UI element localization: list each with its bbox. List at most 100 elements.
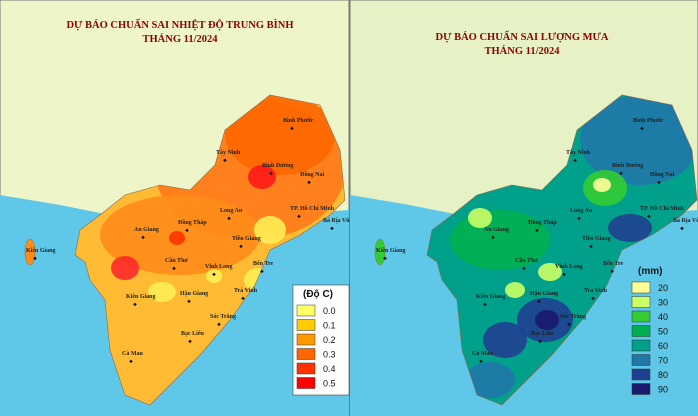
legend-swatch [631, 354, 651, 366]
legend-swatch [296, 377, 316, 389]
legend-swatch [631, 325, 651, 337]
legend-label: 60 [658, 341, 668, 351]
map-panel: DỰ BÁO CHUẨN SAI NHIỆT ĐỘ TRUNG BÌNH THÁN… [0, 0, 368, 416]
legend-swatch [631, 339, 651, 352]
place-label: Bến Tre [253, 260, 274, 267]
place-label: Cà Mau [122, 351, 143, 357]
place-label: Bà Rịa Vũng Tàu [673, 218, 698, 224]
place-label: Cần Thơ [165, 257, 188, 264]
place-label: Sóc Trăng [210, 314, 236, 320]
field-blob [608, 214, 652, 242]
place-label: Hậu Giang [530, 291, 558, 297]
legend-swatch [631, 296, 651, 308]
legend-swatch [631, 281, 651, 294]
city-marker [129, 359, 133, 364]
place-label: Đồng Tháp [178, 219, 207, 226]
field-blob [225, 95, 335, 175]
place-label: Bến Tre [603, 260, 624, 267]
place-label: Long An [220, 208, 243, 214]
field-blob [535, 310, 559, 330]
city-marker [479, 359, 483, 364]
legend-swatch [631, 368, 651, 381]
place-label: Bình Dương [612, 163, 643, 169]
legend-label: 0.1 [323, 321, 336, 331]
city-marker [185, 228, 189, 233]
city-marker [133, 302, 137, 307]
field-blob [483, 322, 527, 358]
legend-label: 70 [658, 356, 668, 366]
place-label: Bà Rịa Vũng Tàu [323, 218, 368, 224]
place-label: Tây Ninh [216, 150, 241, 156]
city-marker [217, 322, 221, 327]
place-label: Bạc Liêu [181, 331, 204, 337]
field-blob [148, 282, 176, 302]
legend-label: 20 [658, 283, 668, 293]
field-blob [111, 256, 139, 280]
place-label: Tiền Giang [582, 235, 611, 242]
place-label: An Giang [134, 227, 159, 233]
city-marker [483, 302, 487, 307]
place-label: Cà Mau [472, 351, 493, 357]
field-blob [254, 216, 286, 244]
city-marker [212, 272, 216, 277]
place-label: Tây Ninh [566, 150, 591, 156]
map-title: DỰ BÁO CHUẨN SAI NHIỆT ĐỘ TRUNG BÌNH [66, 18, 293, 31]
field-blob [468, 208, 492, 228]
legend-title: (Độ C) [303, 289, 333, 300]
city-marker [241, 296, 245, 301]
field-blob [465, 362, 515, 398]
place-label: Bạc Liêu [531, 331, 554, 337]
field-blob [505, 282, 525, 298]
legend-swatch [296, 348, 316, 360]
legend-label: 90 [658, 385, 668, 395]
city-marker [223, 158, 227, 163]
field-blob [169, 231, 185, 245]
place-label: Vĩnh Long [205, 264, 233, 270]
city-marker [187, 299, 191, 304]
place-label: Vĩnh Long [555, 264, 583, 270]
map-panel: DỰ BÁO CHUẨN SAI LƯỢNG MƯA THÁNG 11/2024 B… [349, 0, 698, 416]
place-label: TP. Hồ Chí Minh [640, 205, 685, 212]
place-label: Bình Phước [633, 118, 664, 124]
place-label: Kiên Giang [476, 294, 506, 300]
city-marker [260, 269, 264, 274]
city-marker [290, 126, 294, 131]
place-label: Tiền Giang [232, 235, 261, 242]
place-label: Bình Phước [283, 118, 314, 124]
city-marker [297, 214, 301, 219]
legend-label: 0.3 [323, 350, 336, 360]
field-blob [538, 263, 562, 281]
place-label: Đồng Nai [650, 171, 675, 178]
land-border [426, 94, 698, 406]
legend-label: 0.0 [323, 306, 336, 316]
island [374, 238, 386, 266]
city-marker [491, 235, 495, 240]
field [450, 95, 697, 398]
legend-label: 80 [658, 370, 668, 380]
legend-label: 0.2 [323, 335, 336, 345]
legend-swatch [631, 383, 651, 395]
city-marker [383, 256, 387, 261]
city-marker [307, 180, 311, 185]
legend-swatch [631, 310, 651, 323]
legend-swatch [296, 319, 316, 331]
place-label: Đồng Nai [300, 171, 325, 178]
legend-swatch [296, 304, 316, 317]
city-marker [172, 266, 176, 271]
place-label: TP. Hồ Chí Minh [290, 205, 335, 212]
legend-label: 0.4 [323, 364, 336, 374]
city-marker [330, 226, 334, 231]
city-marker [269, 171, 273, 176]
map-title: DỰ BÁO CHUẨN SAI LƯỢNG MƯA [436, 30, 609, 43]
place-label: An Giang [484, 227, 509, 233]
legend-label: 40 [658, 312, 668, 322]
legend-swatch [296, 333, 316, 346]
place-label: Kiên Giang [26, 248, 56, 254]
field-blob [580, 95, 697, 185]
place-label: Kiên Giang [126, 294, 156, 300]
map-subtitle: THÁNG 11/2024 [485, 45, 561, 57]
map-subtitle: THÁNG 11/2024 [143, 33, 219, 45]
city-marker [227, 216, 231, 221]
place-label: Bình Dương [262, 163, 293, 169]
